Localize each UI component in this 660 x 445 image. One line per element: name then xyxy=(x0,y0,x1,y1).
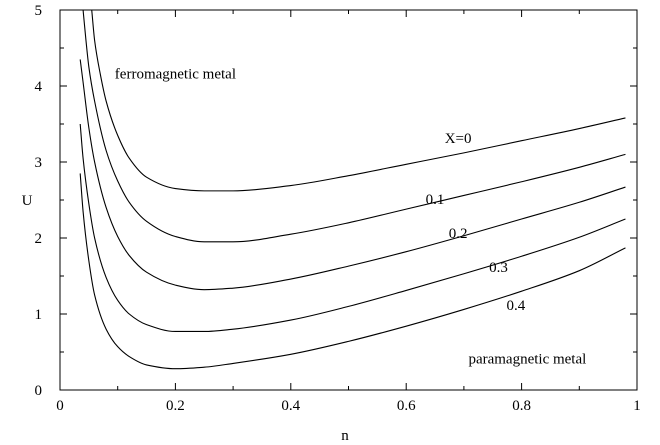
annotation-label: 0.3 xyxy=(489,260,508,276)
x-tick-label: 0.4 xyxy=(281,398,300,414)
x-axis-label: n xyxy=(341,428,349,444)
series-line-0 xyxy=(91,10,626,192)
x-tick-label: 0.8 xyxy=(512,398,531,414)
tick-labels: 0 0.2 0.4 0.6 0.8 1 0 1 2 3 4 5 xyxy=(35,3,641,414)
x-tick-label: 1 xyxy=(633,398,641,414)
x-tick-label: 0.6 xyxy=(397,398,416,414)
y-tick-label: 3 xyxy=(35,155,43,171)
annotation-label: 0.2 xyxy=(449,226,468,242)
annotation-label: paramagnetic metal xyxy=(468,351,586,367)
series-line-4 xyxy=(79,173,626,370)
y-tick-label: 0 xyxy=(35,383,43,399)
y-tick-label: 2 xyxy=(35,231,43,247)
y-tick-label: 4 xyxy=(35,79,43,95)
series-line-1 xyxy=(82,10,626,243)
series-line-3 xyxy=(79,123,626,333)
curves xyxy=(79,10,626,370)
annotation-label: 0.4 xyxy=(506,298,525,314)
y-axis-label: U xyxy=(22,193,33,209)
annotation-label: 0.1 xyxy=(426,192,445,208)
y-tick-label: 5 xyxy=(35,3,43,19)
annotation-label: ferromagnetic metal xyxy=(115,66,236,82)
x-tick-label: 0.2 xyxy=(166,398,185,414)
annotations: ferromagnetic metal X=0 0.1 0.2 0.3 0.4 parama… xyxy=(115,66,586,367)
y-tick-label: 1 xyxy=(35,307,43,323)
x-tick-label: 0 xyxy=(56,398,64,414)
series-line-2 xyxy=(79,59,626,291)
annotation-label: X=0 xyxy=(445,131,472,147)
ticks xyxy=(59,9,638,391)
